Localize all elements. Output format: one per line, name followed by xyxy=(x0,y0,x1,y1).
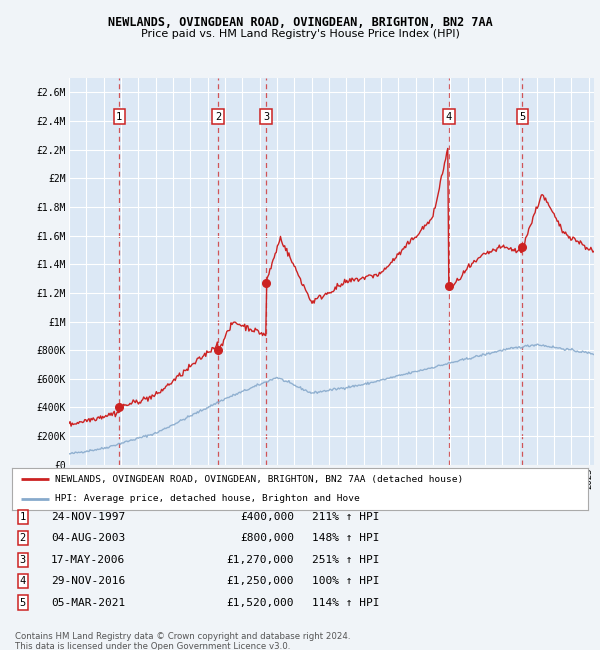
Text: 2: 2 xyxy=(215,112,221,122)
Text: 3: 3 xyxy=(263,112,269,122)
Text: £1,270,000: £1,270,000 xyxy=(227,554,294,565)
Text: 29-NOV-2016: 29-NOV-2016 xyxy=(51,576,125,586)
Text: NEWLANDS, OVINGDEAN ROAD, OVINGDEAN, BRIGHTON, BN2 7AA (detached house): NEWLANDS, OVINGDEAN ROAD, OVINGDEAN, BRI… xyxy=(55,475,463,484)
Text: £1,250,000: £1,250,000 xyxy=(227,576,294,586)
Text: 211% ↑ HPI: 211% ↑ HPI xyxy=(312,512,380,522)
Text: Contains HM Land Registry data © Crown copyright and database right 2024.: Contains HM Land Registry data © Crown c… xyxy=(15,632,350,641)
Text: Price paid vs. HM Land Registry's House Price Index (HPI): Price paid vs. HM Land Registry's House … xyxy=(140,29,460,38)
Text: £400,000: £400,000 xyxy=(240,512,294,522)
Text: 100% ↑ HPI: 100% ↑ HPI xyxy=(312,576,380,586)
Text: 5: 5 xyxy=(520,112,526,122)
Text: 148% ↑ HPI: 148% ↑ HPI xyxy=(312,533,380,543)
Text: NEWLANDS, OVINGDEAN ROAD, OVINGDEAN, BRIGHTON, BN2 7AA: NEWLANDS, OVINGDEAN ROAD, OVINGDEAN, BRI… xyxy=(107,16,493,29)
Text: 05-MAR-2021: 05-MAR-2021 xyxy=(51,597,125,608)
Text: 1: 1 xyxy=(116,112,122,122)
Text: HPI: Average price, detached house, Brighton and Hove: HPI: Average price, detached house, Brig… xyxy=(55,495,360,503)
Text: 24-NOV-1997: 24-NOV-1997 xyxy=(51,512,125,522)
Text: 17-MAY-2006: 17-MAY-2006 xyxy=(51,554,125,565)
Text: £800,000: £800,000 xyxy=(240,533,294,543)
Text: 3: 3 xyxy=(20,554,26,565)
Text: 4: 4 xyxy=(20,576,26,586)
Text: 251% ↑ HPI: 251% ↑ HPI xyxy=(312,554,380,565)
Text: 114% ↑ HPI: 114% ↑ HPI xyxy=(312,597,380,608)
Text: 1: 1 xyxy=(20,512,26,522)
Text: 04-AUG-2003: 04-AUG-2003 xyxy=(51,533,125,543)
Text: £1,520,000: £1,520,000 xyxy=(227,597,294,608)
Text: 2: 2 xyxy=(20,533,26,543)
Text: This data is licensed under the Open Government Licence v3.0.: This data is licensed under the Open Gov… xyxy=(15,642,290,650)
Text: 4: 4 xyxy=(446,112,452,122)
Text: 5: 5 xyxy=(20,597,26,608)
